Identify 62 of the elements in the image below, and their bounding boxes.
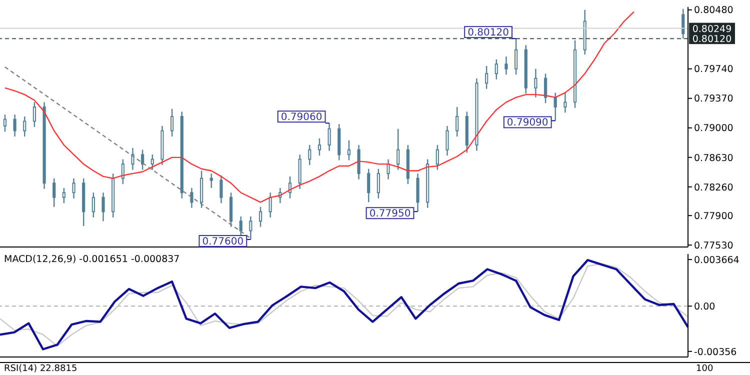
candlestick (229, 192, 233, 228)
candlestick (210, 172, 213, 189)
y-tick-label: 0.79000 (694, 123, 734, 134)
candlestick (376, 168, 380, 199)
y-tick-label: 0.79370 (694, 94, 734, 105)
candlestick (268, 192, 272, 218)
annotation: 0.79090 (506, 118, 548, 129)
candlestick (141, 149, 144, 170)
candlestick (534, 68, 538, 98)
y-tick-label: 0.00 (694, 302, 716, 313)
chart-title: MACD(12,26,9) -0.001651 -0.000837 (4, 254, 180, 265)
candlestick (544, 73, 548, 104)
candlestick (32, 102, 36, 128)
candlestick (308, 144, 312, 166)
y-tick-label: 0.003664 (694, 254, 740, 266)
candlestick (446, 125, 449, 156)
candlestick (298, 154, 302, 190)
candlestick (150, 154, 154, 170)
annotation: 0.77600 (202, 236, 244, 248)
candlestick (367, 168, 370, 203)
candlestick (564, 92, 567, 114)
text: RSI(14) 22.8815 (4, 364, 78, 374)
y-tick-label: -0.00356 (694, 346, 737, 358)
candlestick (682, 8, 685, 40)
candlestick (3, 114, 7, 132)
y-tick-label: 0.78630 (694, 152, 734, 164)
candlestick (258, 206, 262, 228)
candlestick (347, 140, 351, 161)
candlestick (23, 116, 26, 138)
ref-line-label: 0.80249 (692, 24, 732, 35)
annotation: 0.77950 (369, 208, 411, 220)
candlestick (318, 138, 322, 156)
candlestick (504, 56, 508, 76)
candlestick (396, 128, 400, 170)
candlestick (436, 144, 439, 170)
candlestick (62, 187, 66, 204)
candlestick (52, 178, 56, 208)
candlestick (357, 144, 360, 180)
candlestick (220, 174, 223, 204)
y-tick-label: 0.77530 (694, 240, 734, 252)
ref-line-label: 0.80120 (692, 34, 732, 46)
candlestick (456, 106, 459, 138)
candlestick (131, 147, 134, 170)
y-tick-label: 0.79740 (694, 64, 734, 76)
y-tick-label: 0.80480 (694, 5, 734, 16)
candlestick (386, 158, 390, 180)
candlestick (72, 178, 76, 199)
annotation: 0.80120 (468, 28, 509, 39)
candlestick (121, 158, 124, 185)
text: 100 (696, 364, 714, 374)
candlestick (92, 192, 95, 218)
candlestick (190, 187, 194, 208)
y-tick-label: 0.78260 (694, 182, 734, 194)
candlestick (102, 192, 105, 222)
candlestick (494, 58, 498, 80)
candlestick (170, 108, 174, 138)
candlestick (200, 170, 204, 208)
annotation: 0.79060 (280, 112, 322, 124)
candlestick (13, 114, 16, 138)
candlestick (239, 216, 242, 237)
y-tick-label: 0.77900 (694, 210, 734, 222)
candlestick (485, 65, 488, 90)
